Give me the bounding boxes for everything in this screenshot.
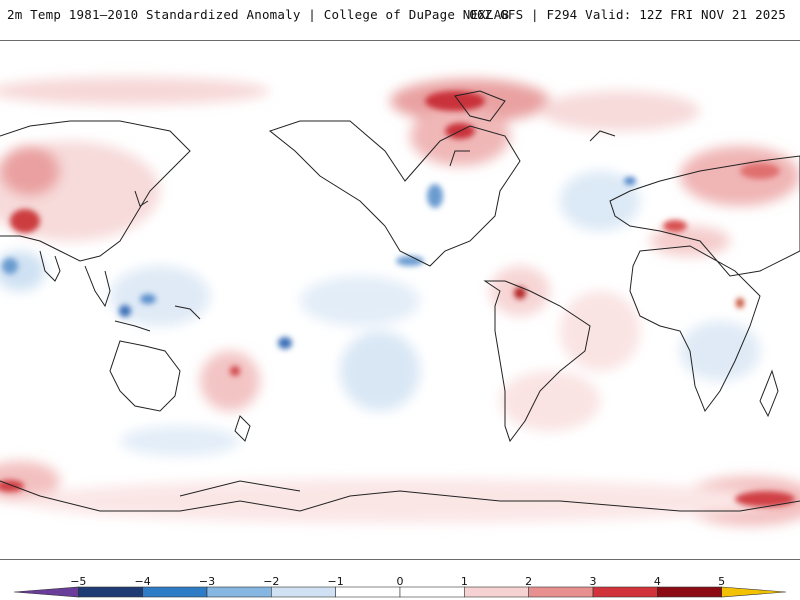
colorbar-bin [206, 586, 272, 598]
anomaly-shading [0, 77, 800, 526]
colorbar-bin [592, 586, 658, 598]
colorbar-bin [528, 586, 594, 598]
colorbar-bin [335, 586, 401, 598]
model-run-info: 06Z GFS | F294 Valid: 12Z FRI NOV 21 202… [469, 7, 786, 22]
colorbar-legend: −5 −4 −3 −2 −1 0 1 2 3 4 5 [0, 566, 800, 600]
colorbar-tick-label: −2 [263, 575, 280, 588]
colorbar-bin [78, 586, 143, 598]
colorbar-tick-label: −1 [327, 575, 344, 588]
colorbar-bin [271, 586, 336, 598]
colorbar-tick-label: 5 [718, 575, 726, 588]
colorbar-bin [142, 586, 208, 598]
anomaly-map-canvas [0, 41, 800, 559]
colorbar-tick-label: 2 [525, 575, 533, 588]
world-map[interactable] [0, 40, 800, 560]
coastlines [0, 90, 800, 512]
colorbar-tick-label: 4 [653, 575, 661, 588]
colorbar-tick-label: 0 [396, 575, 404, 588]
colorbar-tick-label: −5 [70, 575, 87, 588]
colorbar-tick-label: 1 [460, 575, 468, 588]
colorbar-bin [13, 586, 79, 598]
colorbar-tick-label: 3 [589, 575, 597, 588]
colorbar-strip [13, 586, 787, 598]
colorbar-tick-label: −3 [198, 575, 216, 588]
colorbar-tick-label: −4 [134, 575, 151, 588]
header-bar: 2m Temp 1981–2010 Standardized Anomaly |… [0, 0, 800, 34]
colorbar-bin [399, 586, 465, 598]
product-title: 2m Temp 1981–2010 Standardized Anomaly |… [7, 7, 510, 22]
colorbar-bin [721, 586, 787, 598]
colorbar-bin [464, 586, 529, 598]
anomaly-peaks [0, 91, 795, 507]
colorbar-bin [657, 586, 722, 598]
